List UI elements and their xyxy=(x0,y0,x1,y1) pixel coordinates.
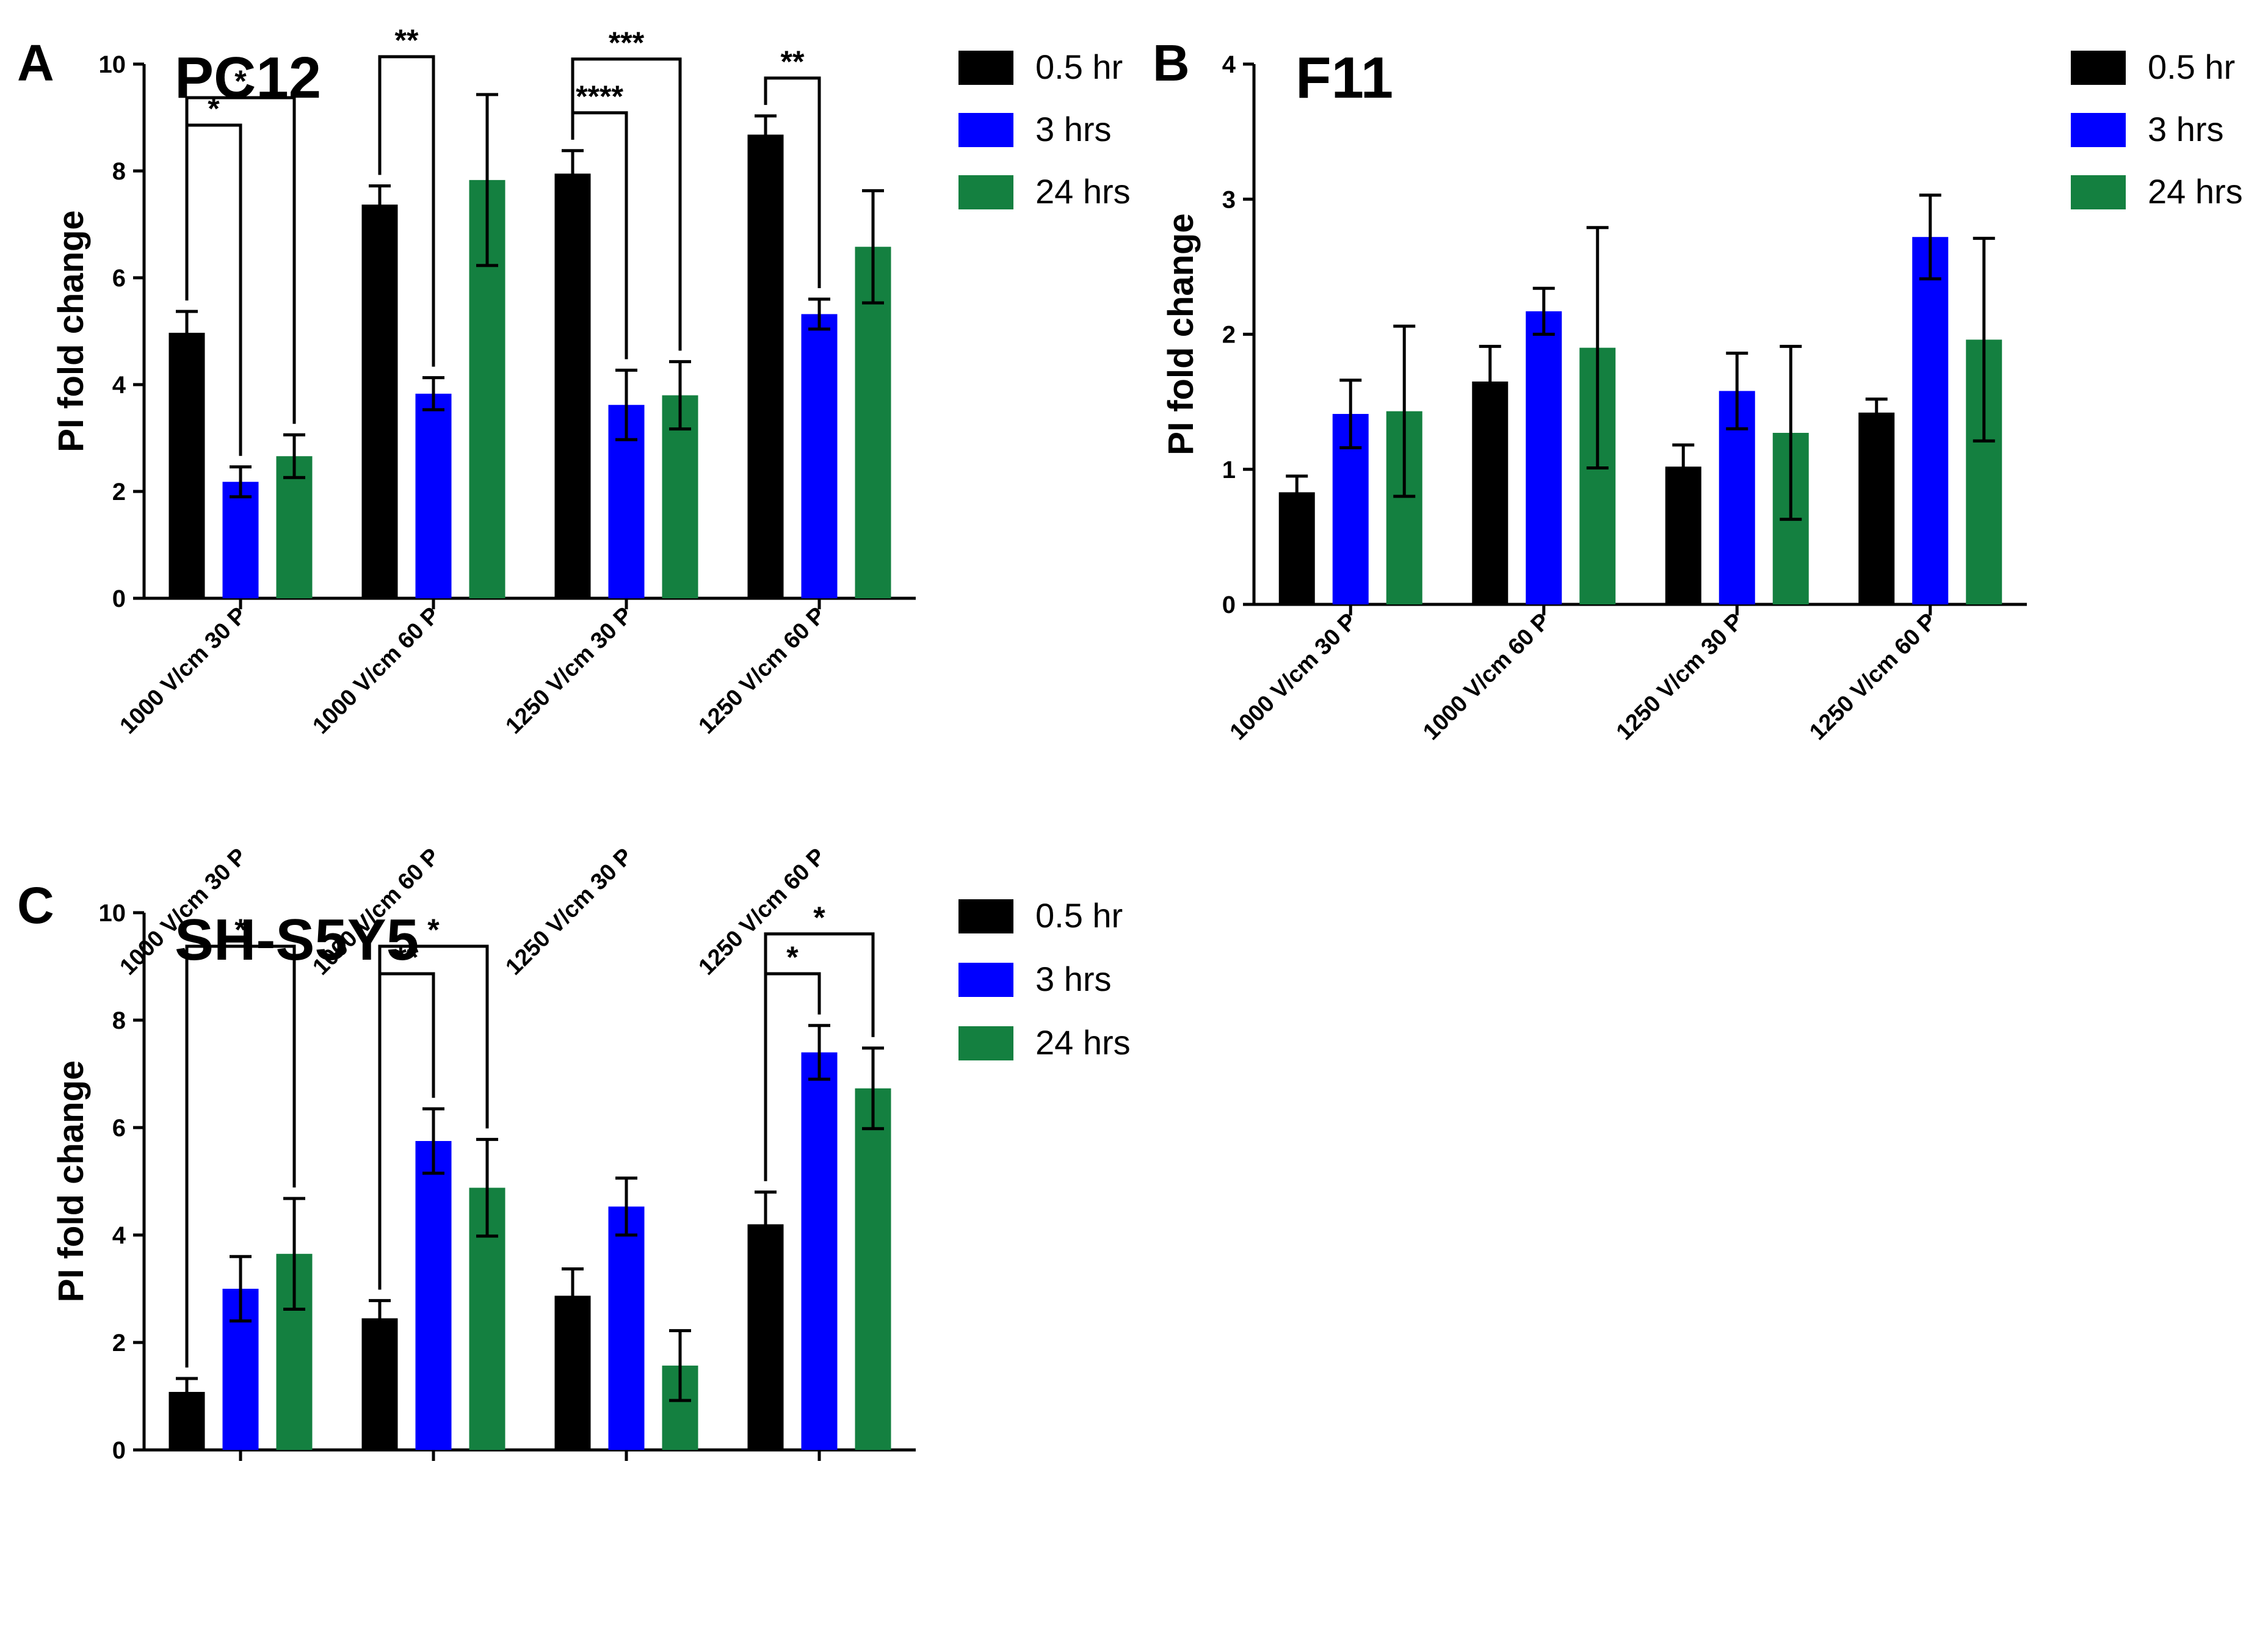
bar-0-5-hr-1000-v-cm-60-p xyxy=(361,1318,398,1450)
y-tick-label: 2 xyxy=(112,479,126,505)
category-label: 1000 V/cm 30 P xyxy=(1225,609,1362,745)
panel-letter: B xyxy=(1153,34,1190,92)
significance-bracket xyxy=(764,76,821,288)
bar-0-5-hr-1250-v-cm-30-p xyxy=(554,173,591,598)
chart-title: SH-S5Y5 xyxy=(175,907,419,973)
bar-0-5-hr-1250-v-cm-60-p xyxy=(1858,412,1895,604)
significance-bracket xyxy=(378,55,435,367)
category-label: 1250 V/cm 60 P xyxy=(1805,609,1941,745)
legend-label-24-hrs: 24 hrs xyxy=(1035,1023,1131,1062)
chart-panel-a: A PC12 0 2 4 6 8 10 PI fold change 1000 V/cm 30 P… xyxy=(17,23,1131,739)
y-tick-label: 0 xyxy=(112,1437,126,1464)
legend-swatch-0-5-hr xyxy=(958,51,1013,85)
significance-bracket xyxy=(185,96,296,424)
y-tick-label: 2 xyxy=(112,1330,126,1357)
bar-3-hrs-1250-v-cm-60-p xyxy=(1912,237,1949,604)
y-tick-label: 8 xyxy=(112,158,126,185)
legend-label-3-hrs: 3 hrs xyxy=(1035,110,1112,148)
y-tick-label: 3 xyxy=(1222,186,1236,213)
category-label: 1250 V/cm 30 P xyxy=(501,844,637,980)
significance-bracket xyxy=(571,57,682,351)
y-tick-label: 4 xyxy=(112,372,126,399)
legend-swatch-24-hrs xyxy=(958,175,1013,209)
y-tick-label: 10 xyxy=(99,900,126,927)
legend-label-0-5-hr: 0.5 hr xyxy=(2148,48,2235,86)
significance-label: ** xyxy=(781,45,805,79)
y-tick-label: 0 xyxy=(112,585,126,612)
bar-0-5-hr-1000-v-cm-30-p xyxy=(168,333,205,598)
category-label: 1250 V/cm 30 P xyxy=(501,603,637,739)
y-tick-label: 10 xyxy=(99,51,126,78)
chart-title: F11 xyxy=(1295,45,1393,110)
chart-title: PC12 xyxy=(175,45,321,110)
bar-0-5-hr-1000-v-cm-60-p xyxy=(1472,381,1509,604)
legend-swatch-3-hrs xyxy=(958,113,1013,147)
y-tick-label: 0 xyxy=(1222,592,1236,618)
bar-3-hrs-1250-v-cm-30-p xyxy=(608,1206,645,1450)
significance-label: * xyxy=(427,913,440,947)
significance-label: * xyxy=(813,900,825,935)
y-tick-label: 8 xyxy=(112,1007,126,1034)
legend-swatch-0-5-hr xyxy=(2071,51,2126,85)
category-label: 1250 V/cm 60 P xyxy=(694,603,830,739)
y-axis-label: PI fold change xyxy=(51,210,91,452)
y-tick-label: 6 xyxy=(112,1115,126,1142)
y-tick-label: 6 xyxy=(112,265,126,292)
significance-label: * xyxy=(234,913,247,947)
category-label: 1250 V/cm 30 P xyxy=(1612,609,1748,745)
category-label: 1000 V/cm 60 P xyxy=(308,603,444,739)
bar-24-hrs-1250-v-cm-60-p xyxy=(855,1088,891,1450)
significance-bracket xyxy=(185,944,296,1368)
y-tick-label: 4 xyxy=(112,1222,126,1249)
legend-label-0-5-hr: 0.5 hr xyxy=(1035,896,1123,935)
y-tick-label: 4 xyxy=(1222,51,1236,78)
legend-label-24-hrs: 24 hrs xyxy=(2148,172,2243,211)
bar-24-hrs-1250-v-cm-60-p xyxy=(855,247,891,598)
bar-3-hrs-1250-v-cm-60-p xyxy=(801,1052,838,1450)
bar-3-hrs-1000-v-cm-30-p xyxy=(222,482,259,598)
y-tick-label: 1 xyxy=(1222,457,1236,484)
legend-label-24-hrs: 24 hrs xyxy=(1035,172,1131,211)
bar-0-5-hr-1000-v-cm-60-p xyxy=(361,205,398,598)
panel-letter: C xyxy=(17,877,54,934)
bar-0-5-hr-1000-v-cm-30-p xyxy=(1278,492,1315,604)
significance-bracket xyxy=(378,944,489,1290)
legend-label-0-5-hr: 0.5 hr xyxy=(1035,48,1123,86)
bar-0-5-hr-1250-v-cm-60-p xyxy=(747,1224,784,1450)
legend-label-3-hrs: 3 hrs xyxy=(2148,110,2224,148)
significance-label: ** xyxy=(395,23,419,57)
category-label: 1000 V/cm 30 P xyxy=(115,603,252,739)
category-label: 1000 V/cm 60 P xyxy=(1418,609,1555,745)
legend-swatch-24-hrs xyxy=(958,1026,1013,1060)
significance-label: * xyxy=(234,64,247,98)
category-label: 1250 V/cm 60 P xyxy=(694,844,830,980)
legend-swatch-24-hrs xyxy=(2071,175,2126,209)
bar-3-hrs-1000-v-cm-60-p xyxy=(1526,311,1562,604)
bar-3-hrs-1250-v-cm-60-p xyxy=(801,314,838,598)
panel-letter: A xyxy=(17,34,54,92)
significance-label: * xyxy=(208,92,220,126)
legend-label-3-hrs: 3 hrs xyxy=(1035,960,1112,998)
bar-24-hrs-1000-v-cm-30-p xyxy=(276,456,313,598)
bar-0-5-hr-1250-v-cm-60-p xyxy=(747,134,784,598)
bar-3-hrs-1000-v-cm-60-p xyxy=(415,393,452,598)
bar-3-hrs-1000-v-cm-60-p xyxy=(415,1141,452,1450)
chart-panel-b: B F11 0 1 2 3 4 PI fold change 1000 V/cm 30 P 100… xyxy=(1153,34,2243,745)
legend-swatch-0-5-hr xyxy=(958,899,1013,933)
significance-label: *** xyxy=(609,26,645,60)
significance-bracket xyxy=(764,932,875,1181)
y-tick-label: 2 xyxy=(1222,322,1236,349)
significance-label: * xyxy=(786,940,799,974)
significance-label: **** xyxy=(576,79,623,114)
legend-swatch-3-hrs xyxy=(2071,113,2126,147)
y-axis-label: PI fold change xyxy=(51,1060,91,1302)
legend-swatch-3-hrs xyxy=(958,963,1013,997)
y-axis-label: PI fold change xyxy=(1161,213,1201,455)
